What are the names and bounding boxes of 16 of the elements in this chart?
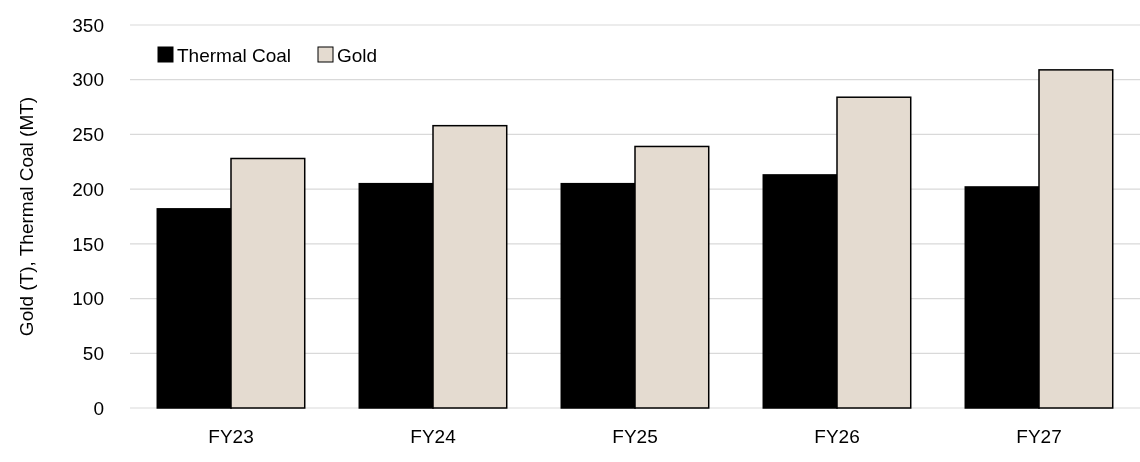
y-tick-label: 350 [72,14,104,36]
x-tick-label: FY23 [208,426,254,447]
y-tick-label: 100 [72,288,104,310]
y-tick-label: 0 [93,397,104,419]
y-tick-label: 250 [72,124,104,146]
y-tick-label: 150 [72,233,104,255]
legend-label: Thermal Coal [177,44,292,66]
y-tick-label: 200 [72,178,104,200]
x-tick-label: FY27 [1016,426,1062,447]
y-tick-label: 50 [82,342,104,364]
x-tick-label: FY24 [410,426,457,447]
y-tick-label: 300 [72,69,104,91]
x-tick-label: FY25 [612,426,658,447]
y-axis-title: Gold (T), Thermal Coal (MT) [16,96,37,337]
legend-label: Gold [337,44,378,66]
x-tick-label: FY26 [814,426,860,447]
